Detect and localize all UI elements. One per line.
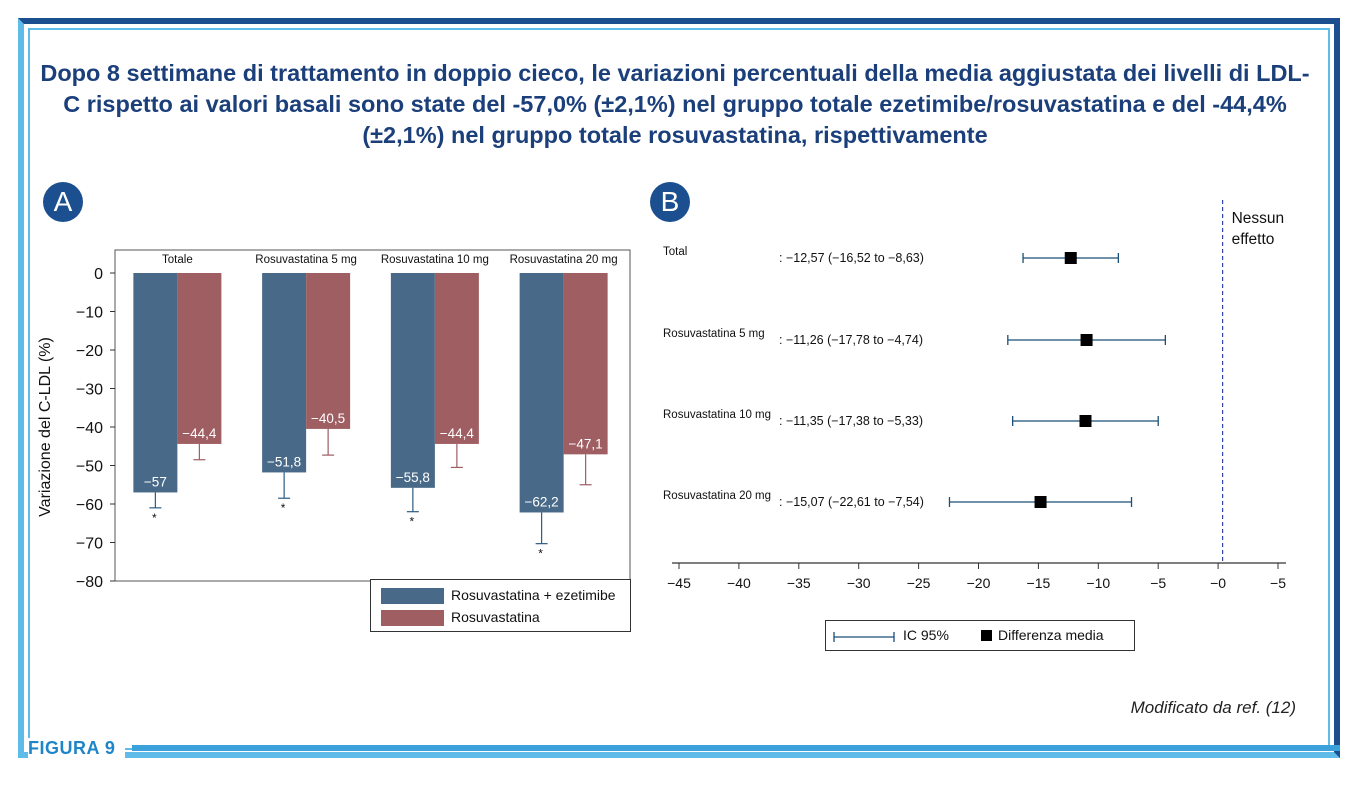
bar — [306, 273, 351, 429]
no-effect-label-line2: effetto — [1232, 231, 1275, 248]
bar — [133, 273, 178, 493]
legend-label-rosu: Rosuvastatina — [451, 609, 540, 625]
outer-frame — [18, 18, 1340, 758]
y-axis-label: Variazione del C-LDL (%) — [37, 337, 54, 517]
y-tick-label: −70 — [76, 536, 103, 553]
figure-label: FIGURA 9 — [28, 738, 126, 759]
bar-value-label: −62,2 — [525, 494, 559, 509]
mean-square — [1080, 334, 1093, 346]
x-tick-label: −15 — [1027, 575, 1051, 591]
category-label: Totale — [162, 254, 193, 266]
bar-value-label: −47,1 — [569, 436, 603, 451]
bar — [563, 273, 608, 455]
forest-row-label: Total — [663, 246, 687, 258]
significance-mark: * — [410, 515, 415, 529]
category-label: Rosuvastatina 5 mg — [255, 254, 357, 266]
x-tick-label: −5 — [1270, 575, 1286, 591]
bar — [519, 273, 564, 513]
mean-square — [1064, 252, 1077, 264]
y-tick-label: −60 — [76, 497, 103, 514]
no-effect-label-line1: Nessun — [1232, 210, 1285, 227]
bar — [390, 273, 435, 488]
y-tick-label: −80 — [76, 574, 103, 591]
x-tick-label: −25 — [907, 575, 931, 591]
x-tick-label: −45 — [667, 575, 691, 591]
significance-mark: * — [281, 501, 286, 515]
bar-value-label: −57 — [144, 474, 167, 489]
x-tick-label: −40 — [727, 575, 751, 591]
forest-row-estimate: : −11,35 (−17,38 to −5,33) — [779, 414, 923, 428]
x-tick-label: −5 — [1150, 575, 1166, 591]
x-tick-label: −35 — [787, 575, 811, 591]
bar-value-label: −44,4 — [182, 426, 217, 441]
x-tick-label: −30 — [847, 575, 871, 591]
x-tick-label: −10 — [1086, 575, 1110, 591]
panel-b-badge: B — [650, 182, 690, 222]
category-label: Rosuvastatina 10 mg — [381, 254, 489, 266]
significance-mark: * — [538, 547, 543, 561]
forest-row-label: Rosuvastatina 20 mg — [663, 490, 771, 502]
legend-ci-label: IC 95% — [903, 627, 949, 643]
source-credit: Modificato da ref. (12) — [1130, 698, 1296, 717]
y-tick-label: −10 — [76, 305, 103, 322]
legend-mean-square — [981, 630, 992, 641]
forest-row-estimate: : −15,07 (−22,61 to −7,54) — [779, 495, 924, 509]
bar — [434, 273, 479, 444]
y-tick-label: −50 — [76, 459, 103, 476]
y-tick-label: −20 — [76, 343, 103, 360]
bar-chart-ldl: 0 −10 −20 −30 −40 −50 −60 −70 −80 Variazione del … — [37, 249, 631, 591]
figure-rule — [132, 745, 1340, 751]
forest-row-estimate: : −11,26 (−17,78 to −4,74) — [779, 333, 923, 347]
legend-swatch-combo — [381, 588, 444, 604]
bar-value-label: −51,8 — [267, 454, 301, 469]
bar-value-label: −55,8 — [396, 470, 430, 485]
y-tick-label: −30 — [76, 382, 103, 399]
bar-legend: Rosuvastatina + ezetimibe Rosuvastatina — [370, 579, 631, 632]
bar — [177, 273, 222, 444]
x-tick-label: −0 — [1210, 575, 1226, 591]
legend-swatch-rosu — [381, 610, 444, 626]
figure-title: Dopo 8 settimane di trattamento in doppi… — [40, 60, 1310, 148]
legend-mean-label: Differenza media — [998, 627, 1104, 643]
forest-row-label: Rosuvastatina 10 mg — [663, 409, 771, 421]
significance-mark: * — [152, 511, 157, 525]
panel-a-badge: A — [43, 182, 83, 222]
y-tick-label: −40 — [76, 420, 103, 437]
forest-row-estimate: : −12,57 (−16,52 to −8,63) — [779, 251, 924, 265]
legend-ci-glyph — [833, 632, 895, 642]
forest-row-label: Rosuvastatina 5 mg — [663, 328, 765, 340]
category-label: Rosuvastatina 20 mg — [510, 254, 618, 266]
mean-square — [1079, 415, 1092, 427]
bar-value-label: −40,5 — [311, 411, 345, 426]
forest-legend: IC 95% Differenza media — [825, 620, 1135, 651]
legend-label-combo: Rosuvastatina + ezetimibe — [451, 587, 616, 603]
x-tick-label: −20 — [967, 575, 991, 591]
bar — [262, 273, 307, 473]
bar-value-label: −44,4 — [440, 426, 475, 441]
forest-plot: −45 −40 −35 −30 −25 −20 −15 −10 −5 −0 −5 Nessun effe… — [663, 200, 1286, 591]
mean-square — [1034, 496, 1047, 508]
y-tick-label: 0 — [94, 266, 103, 283]
